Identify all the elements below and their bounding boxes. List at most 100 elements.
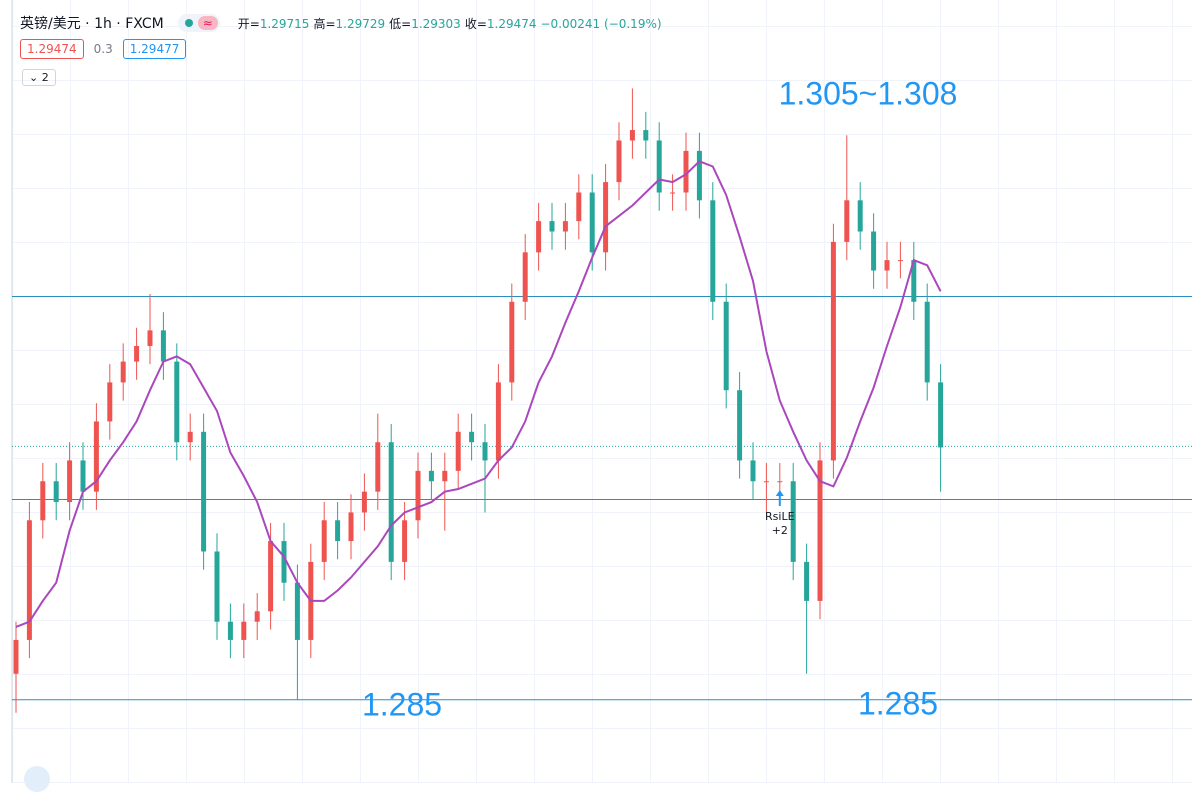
candle-body [361, 491, 367, 513]
candle-body [683, 150, 689, 193]
candle-body [107, 382, 113, 422]
candle-body [884, 260, 890, 271]
candle-body [924, 301, 930, 383]
candle-body [804, 561, 810, 601]
candle-body [777, 481, 783, 483]
grid [12, 0, 1192, 783]
candle-body [817, 460, 823, 601]
candle-body [321, 520, 327, 562]
candle-body [871, 231, 877, 271]
candle-body [214, 551, 220, 622]
candle-body [911, 260, 917, 302]
candle-body [482, 442, 488, 461]
candle-body [737, 390, 743, 461]
ohlc: 开=1.29715 高=1.29729 低=1.29303 收=1.29474 −0.0… [234, 15, 662, 32]
candle-body [402, 520, 408, 562]
candle-body [603, 182, 609, 253]
annotation: 1.285 [858, 685, 938, 721]
candle-body [268, 541, 274, 612]
candle-body [120, 361, 126, 383]
candle-body [13, 639, 19, 674]
candle-body [241, 621, 247, 640]
candle-body [509, 301, 515, 383]
candle-body [857, 200, 863, 232]
candle-body [388, 442, 394, 562]
candle-body [174, 361, 180, 443]
candle-body [629, 130, 635, 141]
candle-body [160, 330, 166, 362]
symbol[interactable]: 英镑/美元 · 1h · FXCM [20, 16, 164, 32]
candle-body [254, 611, 260, 622]
market-dot [184, 19, 193, 27]
candle-body [897, 260, 903, 262]
candle-body [670, 192, 676, 194]
candle-body [656, 140, 662, 193]
legend-header: 英镑/美元 · 1h · FXCM ≈ 开=1.29715 高=1.29729 低=… [20, 13, 662, 33]
candle-body [522, 252, 528, 302]
annotation: 1.305~1.308 [779, 75, 958, 111]
candle-body [40, 481, 46, 521]
candle-body [294, 582, 300, 640]
ohlc-value: 1.29303 [411, 16, 461, 31]
candle-body [201, 431, 207, 552]
candle-body [348, 512, 354, 542]
sell-button[interactable]: 1.29474 [20, 39, 84, 59]
signal-qty: +2 [772, 524, 788, 537]
candle-body [536, 221, 542, 253]
candle-body [750, 460, 756, 482]
approx-icon: ≈ [197, 16, 218, 30]
candle-body [495, 382, 501, 461]
candle-body [830, 241, 836, 461]
candle-body [790, 481, 796, 562]
logo[interactable] [24, 766, 50, 792]
trade-panel: 1.29474 0.3 1.29477 [20, 39, 187, 59]
candle-body [576, 192, 582, 222]
candle-body [53, 481, 59, 503]
candle-body [549, 221, 555, 232]
status-badge[interactable]: ≈ [177, 14, 220, 32]
candle-body [375, 442, 381, 492]
candle-body [26, 520, 32, 640]
candle-body [469, 431, 475, 443]
candle-body [589, 192, 595, 253]
candle-body [562, 221, 568, 232]
signal-label: RsiLE [765, 510, 795, 523]
annotation: 1.285 [362, 686, 442, 722]
candle-body [696, 150, 702, 201]
candle-body [134, 345, 140, 362]
candle-body [147, 330, 153, 346]
candle-body [710, 200, 716, 302]
candle-body [415, 470, 421, 521]
candle-body [643, 130, 649, 141]
candle-body [616, 140, 622, 183]
ohlc-value: 1.29729 [335, 16, 386, 31]
candle-body [763, 481, 769, 483]
candle-body [281, 541, 287, 583]
candle-body [938, 382, 944, 448]
candle-body [227, 621, 233, 640]
candle-body [93, 421, 99, 492]
candle-body [80, 460, 86, 492]
signal-arrow [775, 490, 784, 506]
candle-body [335, 520, 341, 542]
candle-body [187, 431, 193, 443]
candle-body [67, 460, 73, 503]
ohlc-label: 收= [464, 16, 487, 31]
moving-average [15, 160, 942, 628]
buy-button[interactable]: 1.29477 [122, 39, 187, 59]
ohlc-value: 1.29715 [259, 16, 310, 31]
candle-body [844, 200, 850, 242]
candle-body [455, 431, 461, 471]
indicators-toggle[interactable]: ⌄ 2 [22, 69, 56, 86]
candle-body [428, 470, 434, 482]
indicators-count: 2 [41, 71, 49, 84]
spread: 0.3 [93, 42, 113, 56]
ohlc-label: 开= [237, 16, 260, 31]
candle-body [723, 301, 729, 391]
price-change: −0.00241 (−0.19%) [540, 16, 662, 31]
ohlc-label: 低= [389, 16, 412, 31]
candle-body [442, 470, 448, 482]
ohlc-label: 高= [313, 16, 336, 31]
